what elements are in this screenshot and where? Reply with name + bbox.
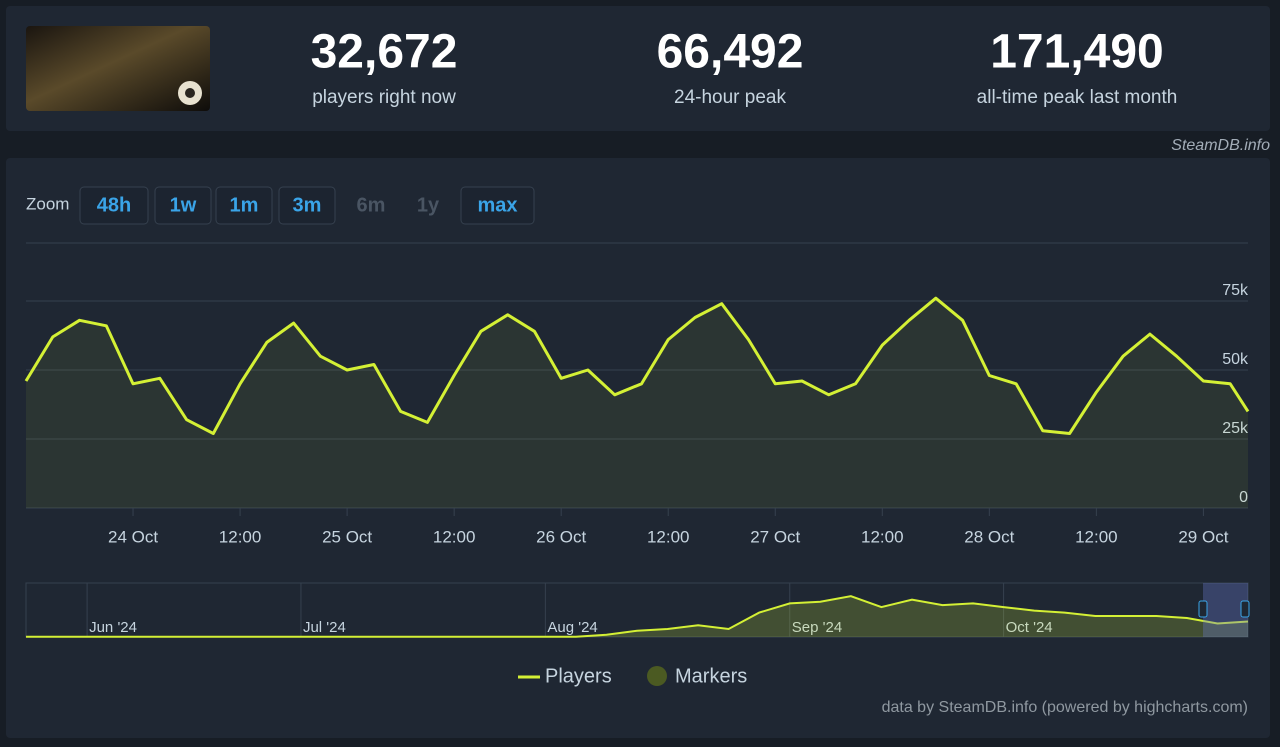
x-tick-label: 24 Oct (108, 527, 158, 546)
zoom-button-label[interactable]: 48h (97, 194, 131, 216)
area (26, 298, 1248, 508)
x-tick-label: 12:00 (433, 527, 476, 546)
thumbnail-icon-eye (185, 88, 195, 98)
stat-label: all-time peak last month (977, 87, 1178, 108)
legend-label[interactable]: Markers (675, 665, 747, 687)
y-tick-label: 0 (1239, 489, 1248, 506)
x-tick-label: 12:00 (219, 527, 262, 546)
navigator-label: Aug '24 (547, 619, 597, 636)
x-tick-label: 12:00 (1075, 527, 1118, 546)
zoom-button-label: 1y (417, 194, 440, 216)
line (24, 296, 1250, 435)
x-tick-label: 26 Oct (536, 527, 586, 546)
y-tick-label: 75k (1222, 282, 1249, 299)
x-tick-label: 25 Oct (322, 527, 372, 546)
zoom-button[interactable] (79, 186, 149, 225)
zoom-button[interactable] (460, 186, 535, 225)
y-tick-label: 50k (1222, 351, 1249, 368)
navigator-line (26, 595, 1249, 638)
zoom-button[interactable] (278, 186, 336, 225)
zoom-button-label[interactable]: 3m (293, 194, 322, 216)
zoom-button-label: 6m (357, 194, 386, 216)
zoom-button-label[interactable]: 1m (230, 194, 259, 216)
x-tick-label: 28 Oct (964, 527, 1014, 546)
x-tick-label: 12:00 (647, 527, 690, 546)
zoom-button-label[interactable]: 1w (170, 194, 197, 216)
credit[interactable]: data by SteamDB.info (powered by highcha… (882, 699, 1248, 716)
x-tick-label: 12:00 (861, 527, 904, 546)
game-thumbnail[interactable] (26, 26, 210, 111)
zoom-button-label[interactable]: max (477, 194, 517, 216)
navigator-area (26, 596, 1248, 637)
zoom-label: Zoom (26, 194, 69, 213)
y-tick-label: 25k (1222, 420, 1249, 437)
zoom-button[interactable] (154, 186, 212, 225)
navigator-label: Jul '24 (303, 619, 346, 636)
legend-marker (647, 666, 667, 686)
legend: Players Markers (518, 665, 747, 687)
stat-label: 24-hour peak (674, 87, 786, 108)
stats-panel (6, 6, 1270, 131)
legend-label[interactable]: Players (545, 665, 612, 687)
stat-value: 171,490 (990, 26, 1164, 79)
navigator-label: Jun '24 (89, 619, 137, 636)
watermark: SteamDB.info (1171, 137, 1270, 154)
stat-value: 32,672 (311, 26, 458, 79)
navigator-label: Oct '24 (1006, 619, 1053, 636)
zoom-button[interactable] (215, 186, 273, 225)
chart-panel (6, 158, 1270, 738)
x-tick-label: 29 Oct (1178, 527, 1228, 546)
navigator-handle[interactable] (1198, 600, 1208, 618)
x-tick-label: 27 Oct (750, 527, 800, 546)
stat-label: players right now (312, 87, 456, 108)
navigator-label: Sep '24 (792, 619, 842, 636)
navigator-handle[interactable] (1240, 600, 1250, 618)
stat-value: 66,492 (657, 26, 804, 79)
